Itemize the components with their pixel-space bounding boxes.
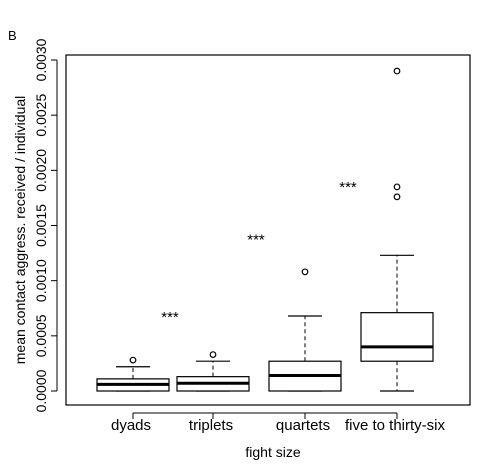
box-five-to-thirty-six (360, 67, 434, 392)
outlier-point (209, 351, 217, 358)
plot-frame (65, 54, 471, 406)
y-tick-label: 0.0025 (33, 94, 49, 137)
outlier-point (393, 67, 401, 75)
box-body (360, 312, 434, 362)
x-axis-title: fight size (245, 444, 300, 460)
x-axis: dyads triplets quartets five to thirty-six (111, 412, 446, 434)
y-axis: 0.0000 0.0005 0.0010 0.0015 0.0020 0.0025 0.00… (33, 38, 58, 412)
y-tick-label: 0.0010 (33, 259, 49, 302)
y-axis-title: mean contact aggress. received / individ… (12, 96, 28, 364)
y-tick-label: 0.0020 (33, 149, 49, 192)
box-triplets (176, 351, 250, 392)
y-tick-label: 0.0015 (33, 204, 49, 247)
box-dyads (96, 356, 170, 392)
x-tick-label: triplets (189, 417, 233, 434)
x-tick-label: five to thirty-six (345, 417, 446, 434)
outlier-point (301, 268, 309, 276)
outlier-point (129, 356, 137, 364)
significance-annotations: *** *** *** (161, 179, 357, 326)
outlier-point (393, 183, 401, 191)
y-tick-label: 0.0030 (33, 38, 49, 81)
significance-stars: *** (247, 232, 265, 249)
outlier-point (393, 193, 401, 201)
y-tick-label: 0.0005 (33, 314, 49, 357)
panel-label: B (8, 28, 17, 43)
box-quartets (268, 268, 342, 392)
y-tick-label: 0.0000 (33, 369, 49, 412)
significance-stars: *** (161, 309, 179, 326)
significance-stars: *** (339, 179, 357, 196)
box-series (96, 67, 434, 392)
x-tick-label: quartets (276, 417, 330, 434)
x-tick-label: dyads (111, 417, 151, 434)
